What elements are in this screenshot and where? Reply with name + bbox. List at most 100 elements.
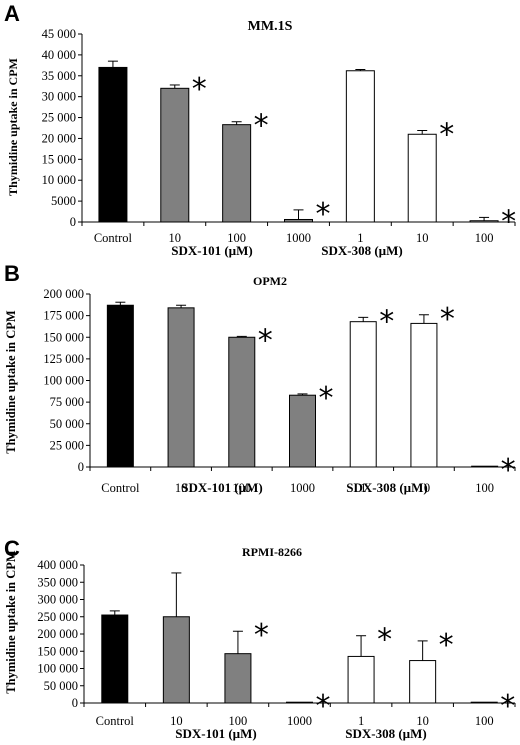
y-tick-label: 150 000 bbox=[37, 644, 78, 658]
y-tick-label: 25 000 bbox=[42, 111, 76, 125]
bar bbox=[349, 321, 377, 468]
significance-star: * bbox=[501, 453, 516, 488]
y-tick-label: 0 bbox=[70, 215, 76, 229]
group-label: SDX-308 (µM) bbox=[321, 243, 403, 258]
bar bbox=[469, 220, 499, 223]
x-tick-label: 1000 bbox=[286, 231, 311, 245]
x-tick-label: 100 bbox=[229, 714, 248, 728]
bar bbox=[347, 655, 375, 704]
y-tick-label: 10 000 bbox=[42, 173, 76, 187]
y-tick-label: 150 000 bbox=[43, 330, 84, 344]
group-label: SDX-101 (µM) bbox=[181, 480, 263, 495]
significance-star: * bbox=[192, 72, 207, 107]
x-tick-label: Control bbox=[101, 481, 140, 495]
y-tick-label: 30 000 bbox=[42, 90, 76, 104]
x-tick-label: 1000 bbox=[290, 481, 315, 495]
x-tick-label: 1000 bbox=[287, 714, 312, 728]
significance-star: * bbox=[439, 628, 454, 663]
y-tick-label: 25 000 bbox=[50, 438, 84, 452]
bar bbox=[224, 653, 252, 704]
group-label: SDX-308 (µM) bbox=[345, 726, 427, 741]
bar bbox=[162, 616, 190, 704]
bar bbox=[289, 394, 316, 468]
y-tick-label: 200 000 bbox=[37, 627, 78, 641]
significance-star: * bbox=[440, 302, 455, 337]
significance-star: * bbox=[254, 618, 269, 653]
group-label: SDX-101 (µM) bbox=[171, 243, 253, 258]
bar bbox=[471, 465, 499, 468]
x-tick-label: 10 bbox=[169, 231, 182, 245]
bar bbox=[286, 701, 313, 704]
x-tick-label: 100 bbox=[475, 714, 494, 728]
group-label: SDX-101 (µM) bbox=[175, 726, 257, 741]
bar bbox=[409, 660, 437, 704]
x-tick-label: 10 bbox=[175, 481, 188, 495]
y-tick-label: 50 000 bbox=[50, 417, 84, 431]
y-tick-label: 0 bbox=[72, 696, 78, 710]
panel-b-label: B bbox=[4, 261, 20, 286]
x-tick-label: 1 bbox=[357, 231, 363, 245]
y-tick-label: 50 000 bbox=[44, 679, 78, 693]
significance-star: * bbox=[500, 689, 515, 724]
x-tick-label: 100 bbox=[475, 231, 494, 245]
bar bbox=[470, 701, 498, 704]
y-tick-label: 35 000 bbox=[42, 69, 76, 83]
bar bbox=[98, 66, 128, 223]
x-tick-label: Control bbox=[96, 714, 135, 728]
panel-a: A MM.1S Thymidine uptake in CPM 0 5000 10 … bbox=[4, 1, 516, 258]
x-tick-label: 100 bbox=[227, 231, 246, 245]
x-tick-label: 10 bbox=[170, 714, 183, 728]
y-tick-label: 100 000 bbox=[43, 374, 84, 388]
y-tick-label: 5000 bbox=[51, 194, 76, 208]
panel-b: B OPM2 Thymidine uptake in CPM 0 25 000 50… bbox=[4, 261, 516, 495]
bar bbox=[407, 133, 437, 223]
significance-star: * bbox=[316, 197, 331, 232]
panel-a-ylabel: Thymidine uptake in CPM bbox=[6, 58, 20, 196]
y-tick-label: 175 000 bbox=[43, 309, 84, 323]
y-tick-label: 75 000 bbox=[50, 395, 84, 409]
y-tick-label: 45 000 bbox=[42, 27, 76, 41]
significance-star: * bbox=[379, 304, 394, 339]
significance-star: * bbox=[439, 118, 454, 153]
significance-star: * bbox=[254, 109, 269, 144]
y-tick-label: 125 000 bbox=[43, 352, 84, 366]
y-tick-label: 100 000 bbox=[37, 662, 78, 676]
significance-star: * bbox=[377, 623, 392, 658]
y-tick-label: 350 000 bbox=[37, 575, 78, 589]
bar bbox=[222, 124, 252, 223]
x-tick-label: 1 bbox=[360, 481, 366, 495]
panel-c-title: RPMI-8266 bbox=[242, 545, 302, 559]
y-tick-label: 250 000 bbox=[37, 610, 78, 624]
bar bbox=[284, 218, 313, 223]
y-tick-label: 400 000 bbox=[37, 558, 78, 572]
x-tick-label: Control bbox=[94, 231, 133, 245]
panel-c-ylabel: Thymidine uptake in CPM bbox=[4, 550, 18, 694]
panel-c: C RPMI-8266 Thymidine uptake in CPM 0 50 … bbox=[4, 536, 516, 741]
x-tick-label: 100 bbox=[232, 481, 251, 495]
significance-star: * bbox=[258, 323, 273, 358]
bar bbox=[410, 322, 438, 468]
bar bbox=[101, 614, 129, 704]
panel-a-title: MM.1S bbox=[248, 19, 293, 34]
x-tick-label: 1 bbox=[358, 714, 364, 728]
x-tick-label: 10 bbox=[418, 481, 431, 495]
x-tick-label: 100 bbox=[475, 481, 494, 495]
y-tick-label: 300 000 bbox=[37, 593, 78, 607]
y-tick-label: 20 000 bbox=[42, 131, 76, 145]
significance-star: * bbox=[501, 204, 516, 239]
significance-star: * bbox=[319, 381, 334, 416]
y-tick-label: 40 000 bbox=[42, 48, 76, 62]
x-tick-label: 10 bbox=[416, 231, 429, 245]
y-tick-label: 15 000 bbox=[42, 152, 76, 166]
y-tick-label: 200 000 bbox=[43, 287, 84, 301]
x-tick-label: 10 bbox=[416, 714, 429, 728]
significance-star: * bbox=[316, 689, 331, 724]
bar bbox=[160, 87, 190, 223]
bar bbox=[228, 336, 256, 468]
group-label: SDX-308 (µM) bbox=[346, 480, 428, 495]
panel-a-label: A bbox=[4, 1, 20, 26]
y-tick-label: 0 bbox=[78, 460, 84, 474]
panel-c-label: C bbox=[4, 536, 20, 561]
panel-b-title: OPM2 bbox=[253, 274, 287, 288]
